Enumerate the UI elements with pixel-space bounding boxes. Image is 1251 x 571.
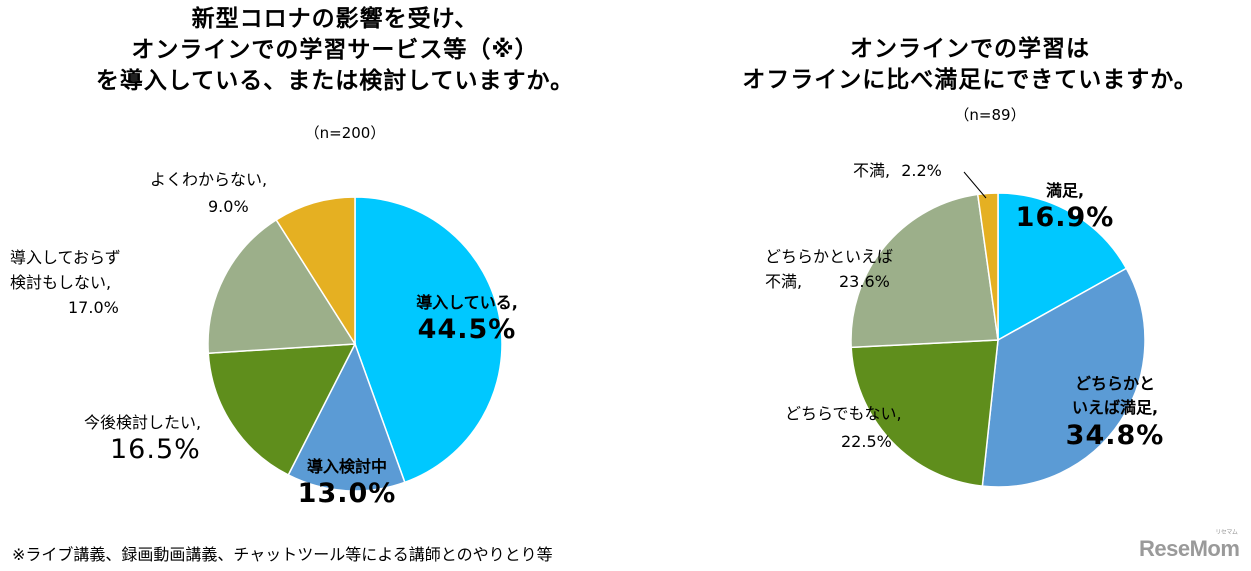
right-label-somewhat-dissatisfied-pct: 23.6% [839,272,890,291]
left-label-future-pct: 16.5% [110,434,201,465]
left-sample-size: （n=200） [304,124,386,142]
right-label-satisfied-pct: 16.9% [1015,202,1115,233]
resemom-logo-subtext: リセマム [1215,530,1238,536]
left-label-considering-name: 導入検討中 [306,457,387,476]
left-title-line-2: オンラインでの学習サービス等（※） [131,37,539,63]
left-label-future: 今後検討したい, 16.5% [60,412,230,466]
left-pie-slice-1 [354,196,503,484]
left-title-line-1: 新型コロナの影響を受け、 [191,6,479,32]
right-label-dissatisfied: 不満, 2.2% [853,160,983,182]
left-label-unknown: よくわからない, 9.0% [150,166,320,220]
footnote: ※ライブ講義、録画動画講義、チャットツール等による講師とのやりとり等 [12,545,553,564]
right-pie-slice-3 [850,339,999,487]
left-pie-slice-3 [207,343,357,476]
left-chart-title: 新型コロナの影響を受け、 オンラインでの学習サービス等（※） を導入している、ま… [40,4,630,97]
left-title-line-3: を導入している、または検討していますか。 [95,68,575,94]
right-label-dissatisfied-pct: 2.2% [901,161,942,180]
left-label-considering-pct: 13.0% [297,478,397,509]
right-pie-slice-1 [997,192,1128,342]
left-label-introduced: 導入している, 44.5% [392,292,542,346]
left-label-not-considering-pct: 17.0% [68,298,119,317]
left-label-unknown-pct: 9.0% [208,197,249,216]
left-label-not-considering-name: 導入しておらず 検討もしない, [10,248,121,292]
left-pie-chart [207,196,503,492]
right-label-satisfied: 満足, 16.9% [1010,180,1120,234]
left-label-introduced-name: 導入している, [416,293,518,312]
right-title-line-1: オンラインでの学習は [850,36,1090,62]
left-pie-slice-5 [275,196,356,347]
right-label-neutral-name: どちらでもない, [785,404,902,423]
right-label-somewhat-satisfied-name: どちらかと いえば満足, [1071,374,1159,417]
right-label-satisfied-name: 満足, [1045,181,1085,200]
right-label-somewhat-satisfied-pct: 34.8% [1065,420,1165,451]
right-title-line-2: オフラインに比べ満足にできていますか。 [742,67,1198,93]
right-chart-title: オンラインでの学習は オフラインに比べ満足にできていますか。 [690,34,1250,96]
left-label-not-considering: 導入しておらず 検討もしない, 17.0% [10,245,190,320]
left-label-unknown-name: よくわからない, [150,170,268,189]
left-label-considering: 導入検討中 13.0% [282,456,412,510]
right-pie-chart [850,192,1146,488]
right-label-neutral-pct: 22.5% [841,432,892,451]
right-label-somewhat-dissatisfied: どちらかといえば 不満, 23.6% [765,244,955,294]
left-label-future-name: 今後検討したい, [84,413,202,432]
right-pie-slice-4 [850,193,999,349]
right-label-neutral: どちらでもない, 22.5% [775,400,945,456]
right-leader-line [963,171,987,199]
right-label-somewhat-satisfied: どちらかと いえば満足, 34.8% [1045,372,1185,452]
right-pie-slice-5 [976,192,999,341]
right-label-somewhat-dissatisfied-name: どちらかといえば 不満, [765,247,894,291]
right-label-dissatisfied-name: 不満, [853,161,891,180]
left-pie-slice-2 [287,342,406,492]
left-label-introduced-pct: 44.5% [417,314,517,345]
right-sample-size: （n=89） [954,106,1026,124]
resemom-logo-text: ReseMom [1139,536,1240,561]
resemom-logo: ReseMom リセマム [1139,530,1240,562]
left-pie-slice-4 [207,218,357,355]
right-pie-slice-2 [981,267,1146,488]
